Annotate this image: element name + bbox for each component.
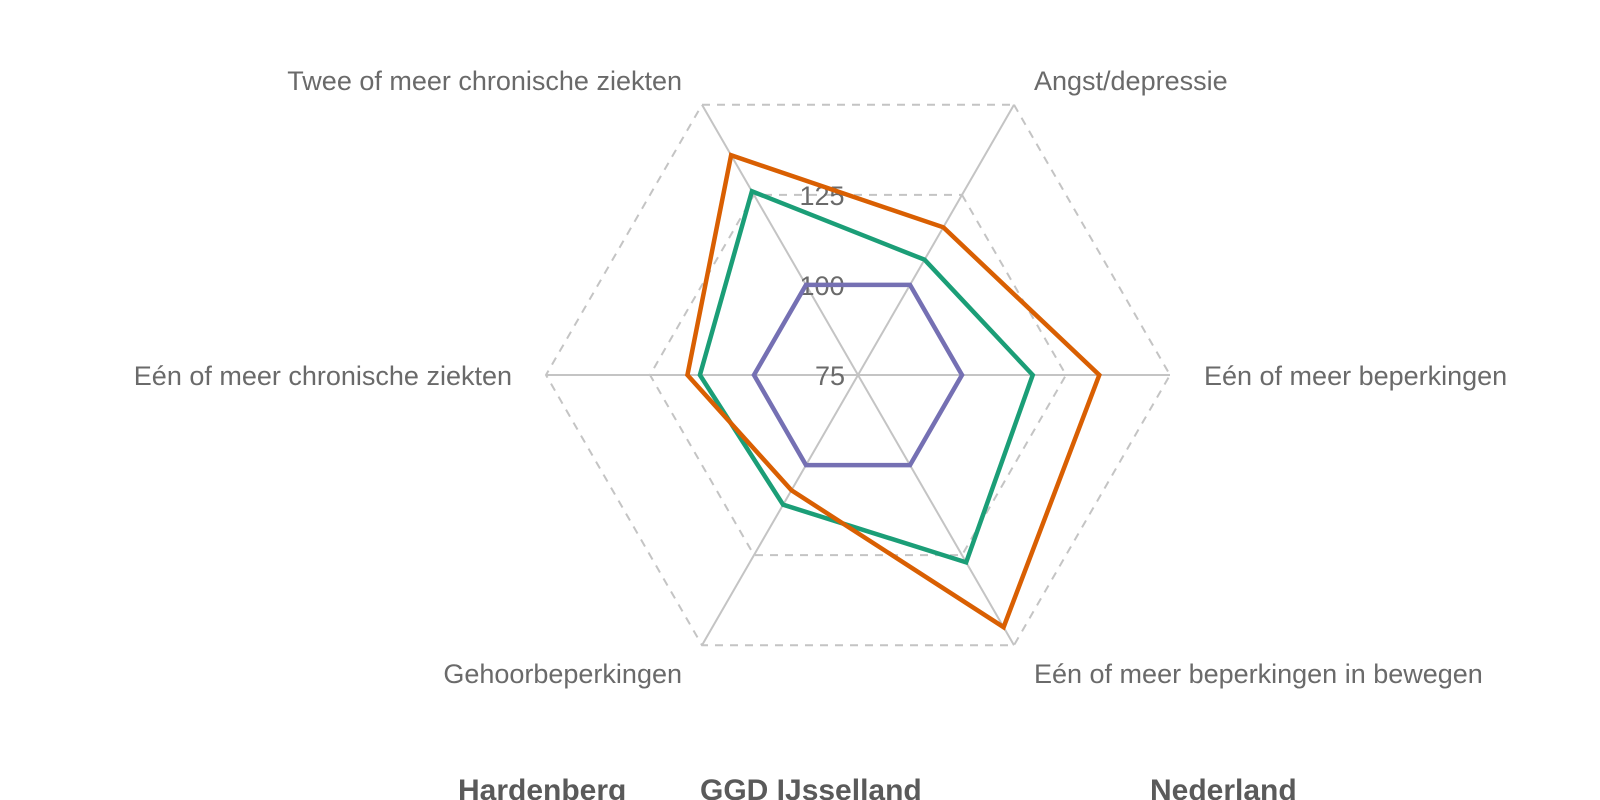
axis-label: Eén of meer beperkingen: [1204, 361, 1507, 391]
axis-spoke: [701, 374, 859, 646]
series-layer: [685, 152, 1102, 631]
axis-spoke: [857, 104, 1015, 376]
series-line: [751, 282, 965, 468]
axis-label: Angst/depressie: [1034, 66, 1228, 96]
axis-label: Eén of meer chronische ziekten: [134, 361, 512, 391]
legend-item: GGD IJsselland: [700, 774, 922, 800]
legend-item: Nederland: [1150, 774, 1297, 800]
axis-spokes: [546, 104, 1170, 646]
legend-item: Hardenberg: [458, 774, 626, 800]
axis-label: Gehoorbeperkingen: [443, 659, 682, 689]
axis-label: Twee of meer chronische ziekten: [287, 66, 682, 96]
tick-label: 75: [815, 361, 845, 391]
axis-labels: Angst/depressie Eén of meer beperkingen Eé…: [134, 66, 1507, 689]
series-line: [685, 152, 1102, 631]
axis-spoke: [857, 374, 1015, 646]
axis-label: Eén of meer beperkingen in bewegen: [1034, 659, 1483, 689]
legend: Hardenberg GGD IJsselland Nederland: [458, 774, 1297, 800]
axis-spoke: [701, 104, 859, 376]
series-line: [697, 188, 1036, 566]
